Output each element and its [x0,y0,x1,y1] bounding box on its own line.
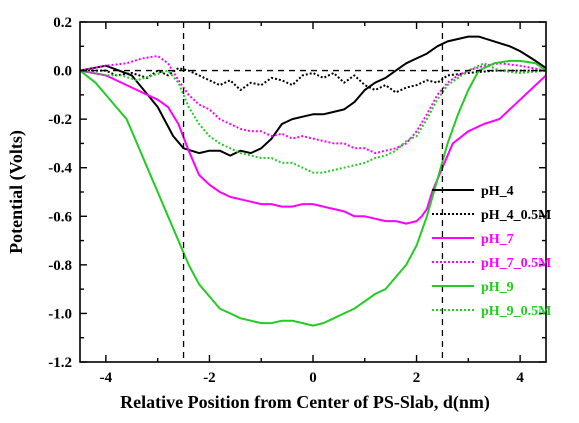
x-tick-label: -4 [100,370,113,386]
y-tick-label: -1.0 [48,306,72,322]
y-tick-label: -0.4 [48,161,72,177]
legend-label: pH_9 [481,280,514,295]
x-tick-label: 4 [516,370,524,386]
x-tick-label: 0 [309,370,317,386]
series-line-ph-9-0-5m [80,62,546,174]
y-tick-label: 0.0 [53,64,72,80]
y-axis-title: Potential (Volts) [6,130,27,254]
x-tick-label: 2 [413,370,421,386]
legend-label: pH_4 [481,184,514,199]
series-line-ph-4-0-5m [80,67,546,94]
series-line-ph-4 [80,35,546,157]
legend-label: pH_7 [481,232,514,247]
legend-label: pH_4_0.5M [481,208,551,223]
y-tick-label: -0.8 [48,258,72,274]
y-tick-label: -0.2 [48,112,72,128]
series-line-ph-9 [80,59,546,327]
y-tick-label: -0.6 [48,209,72,225]
series-line-ph-7-0-5m [80,55,546,155]
series-line-ph-7 [80,69,546,225]
legend-label: pH_7_0.5M [481,256,551,271]
x-axis-title: Relative Position from Center of PS-Slab… [120,392,490,413]
x-tick-label: -2 [203,370,216,386]
y-tick-label: -1.2 [48,355,72,371]
legend-label: pH_9_0.5M [481,304,551,319]
y-tick-label: 0.2 [53,15,72,31]
